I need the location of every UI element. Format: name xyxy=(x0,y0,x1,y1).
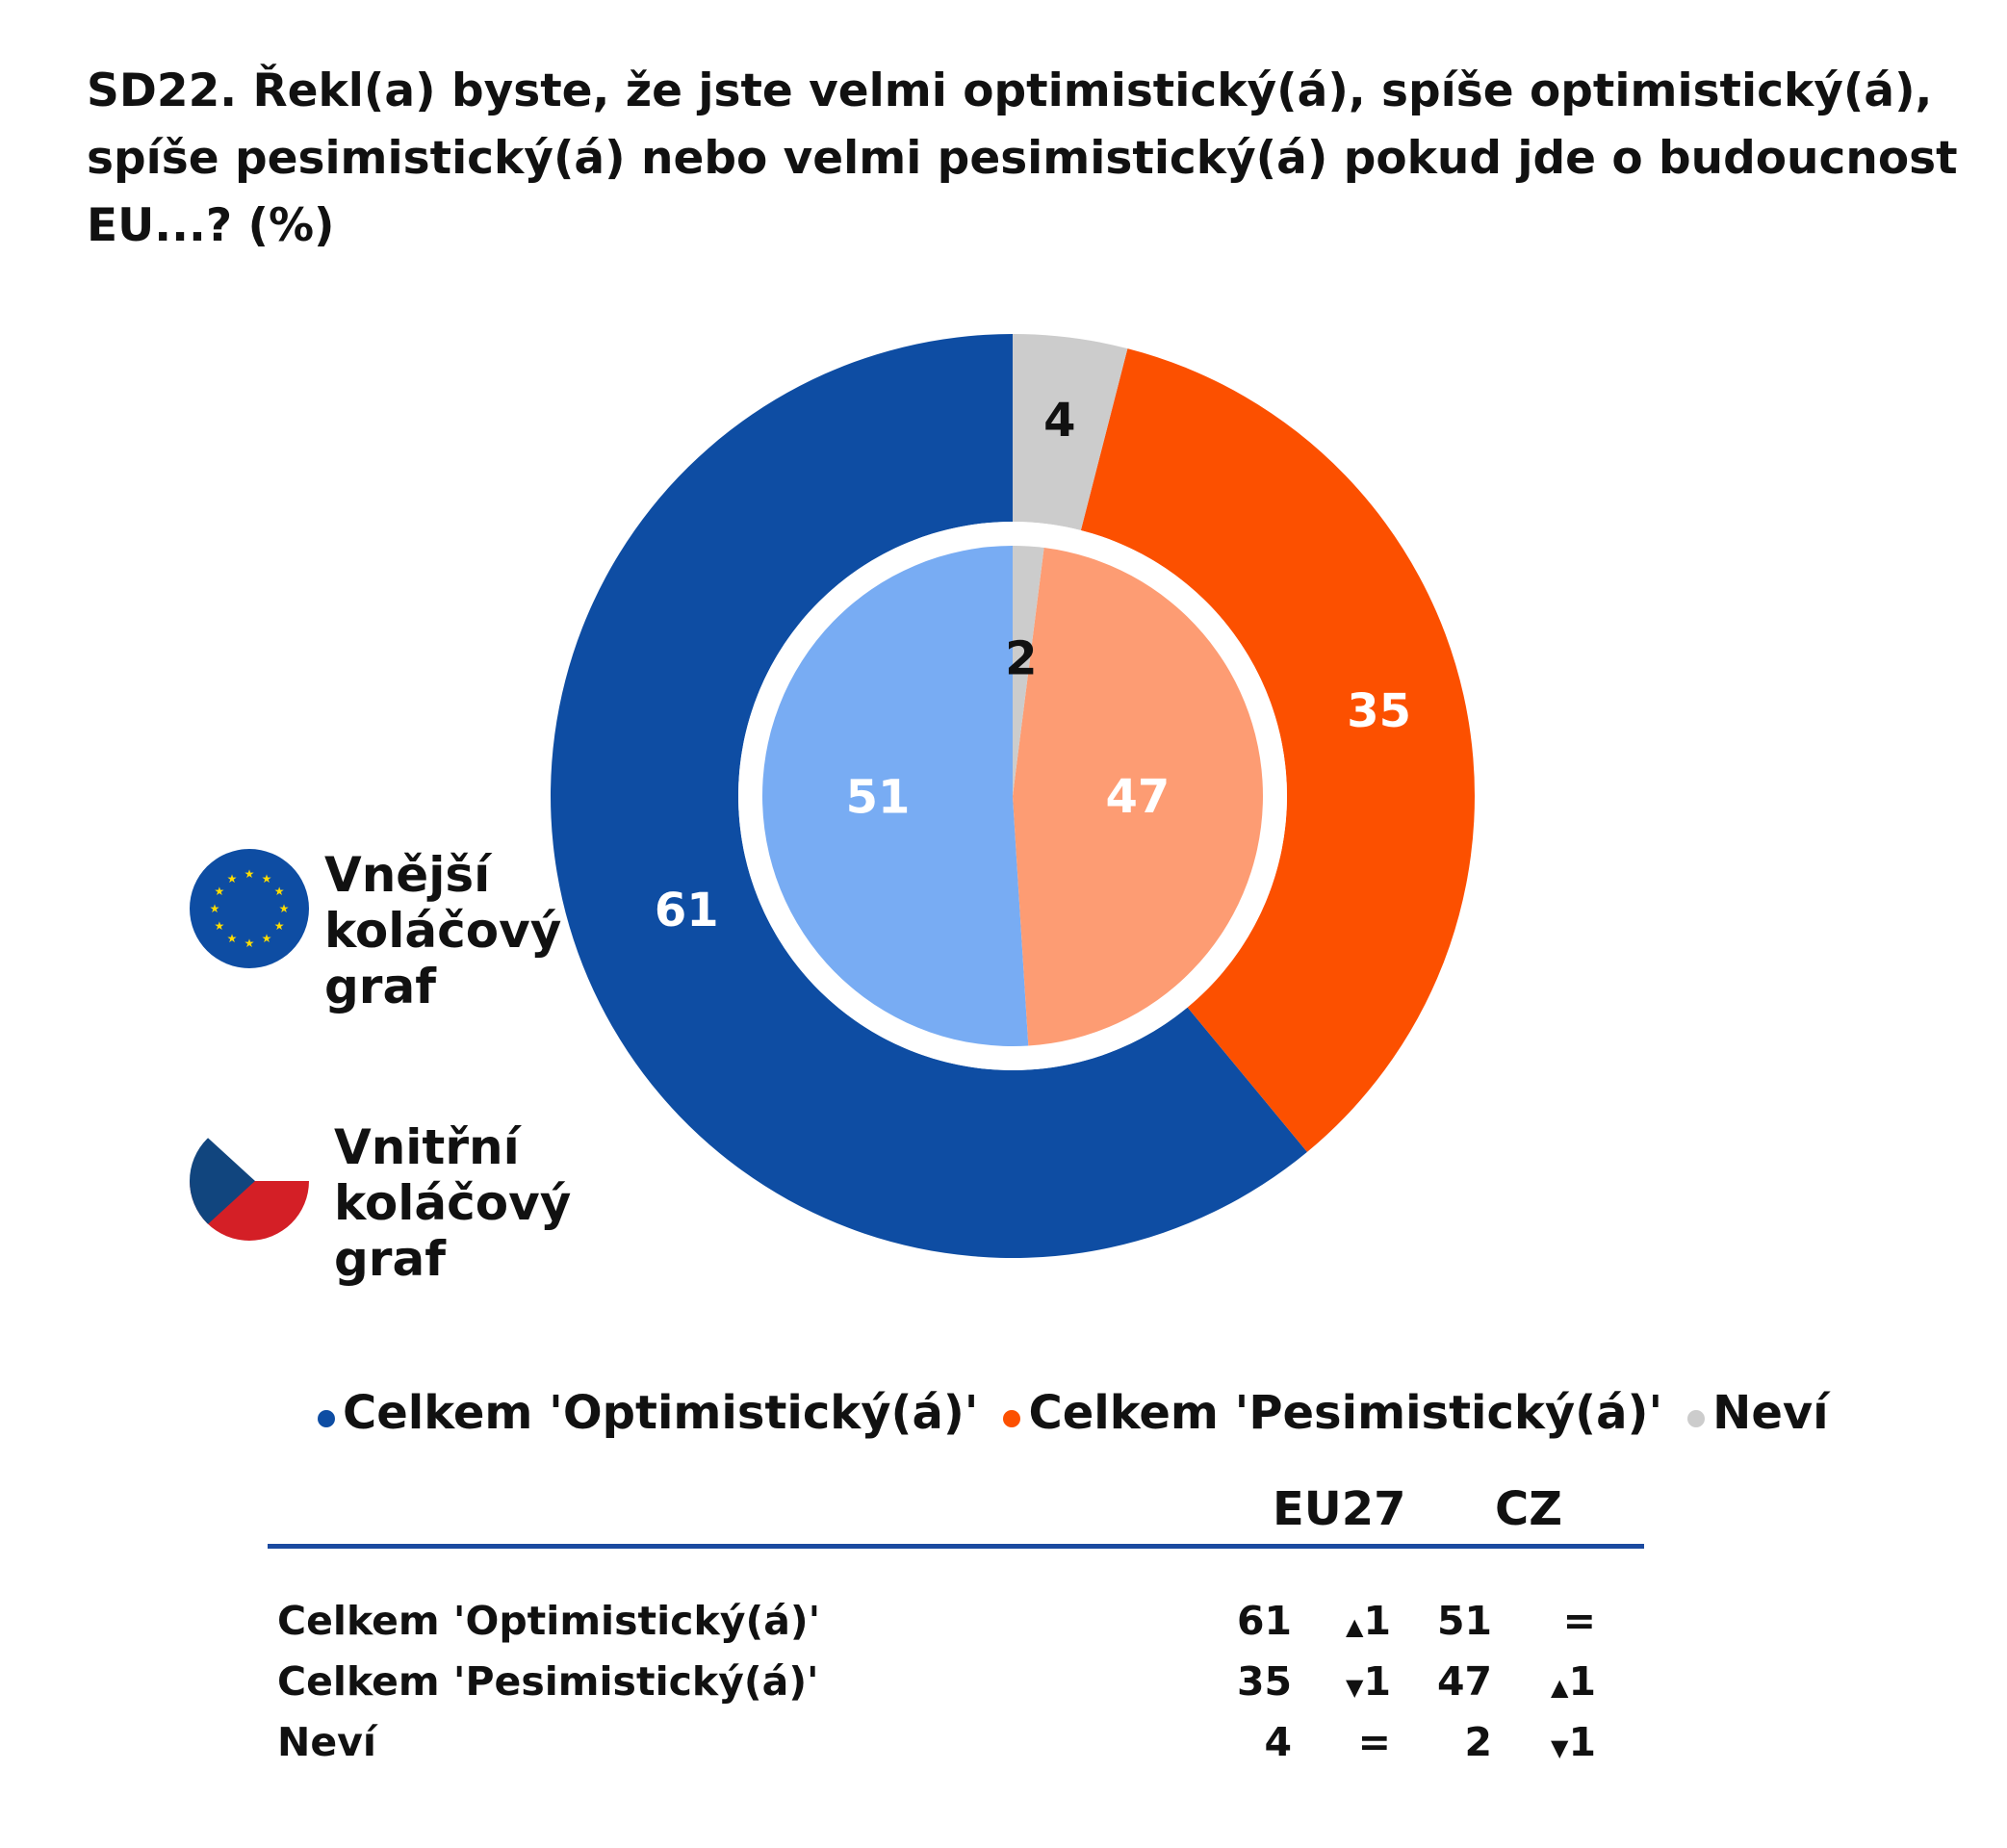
eu-trend-value: 1 xyxy=(1363,1598,1391,1644)
inner-slice-dont-know xyxy=(1013,546,1044,796)
eu-star-icon: ★ xyxy=(244,867,255,881)
inner-pie-label: Vnitřní koláčový graf xyxy=(334,1119,572,1287)
legend: Celkem 'Optimistický(á)' Celkem 'Pesimis… xyxy=(318,1386,1854,1440)
eu-star-icon: ★ xyxy=(262,872,272,886)
eu-star-icon: ★ xyxy=(210,902,220,915)
eu-star-icon: ★ xyxy=(244,937,255,950)
eu-value: 35 xyxy=(1236,1658,1292,1705)
legend-label-optimistic: Celkem 'Optimistický(á)' xyxy=(343,1386,979,1440)
outer-label-pessimistic: 35 xyxy=(1347,684,1411,738)
cz-value: 2 xyxy=(1464,1719,1492,1765)
slice-labels: 61 35 4 51 47 2 xyxy=(655,394,1411,937)
cz-trend-value: 1 xyxy=(1568,1658,1596,1705)
eu-star-icon: ★ xyxy=(262,932,272,945)
eu-star-icon: ★ xyxy=(279,902,290,915)
eu-star-icon: ★ xyxy=(227,932,238,945)
eu-star-icon: ★ xyxy=(227,872,238,886)
legend-item-optimistic: Celkem 'Optimistický(á)' xyxy=(318,1386,978,1440)
outer-ring xyxy=(551,334,1476,1259)
eu-star-icon: ★ xyxy=(274,885,285,898)
inner-label-pessimistic: 47 xyxy=(1106,770,1171,824)
legend-item-dont-know: Neví xyxy=(1687,1386,1829,1440)
outer-slice-dont-know xyxy=(1013,334,1128,530)
eu-star-icon: ★ xyxy=(274,919,285,933)
cz-value: 51 xyxy=(1436,1598,1492,1644)
legend-item-pessimistic: Celkem 'Pesimistický(á)' xyxy=(1003,1386,1662,1440)
cz-trend: ▼1 xyxy=(1529,1719,1596,1765)
cz-trend: ▲1 xyxy=(1529,1658,1596,1705)
legend-label-pessimistic: Celkem 'Pesimistický(á)' xyxy=(1028,1386,1663,1440)
legend-dot-optimistic xyxy=(318,1410,335,1427)
table-row: Celkem 'Optimistický(á)' 61 ▲1 51 = xyxy=(0,1598,2007,1656)
eu-trend-value: = xyxy=(1357,1719,1391,1765)
eu-trend: ▼1 xyxy=(1324,1658,1391,1705)
outer-pie-label: Vnější koláčový graf xyxy=(324,847,562,1014)
inner-pie-key: Vnitřní koláčový graf xyxy=(188,1119,575,1287)
outer-label-optimistic: 61 xyxy=(655,884,719,937)
eu-flag-icon: ★ ★★★★★★★★★★★ xyxy=(190,849,309,968)
eu-trend-value: 1 xyxy=(1363,1658,1391,1705)
cz-flag-icon xyxy=(190,1121,309,1241)
inner-label-optimistic: 51 xyxy=(846,770,911,824)
donut-chart: 61 35 4 51 47 2 xyxy=(551,334,1476,1259)
inner-label-dont-know: 2 xyxy=(1005,631,1037,685)
cz-trend: = xyxy=(1529,1598,1596,1644)
row-label: Neví xyxy=(277,1719,376,1765)
row-label: Celkem 'Pesimistický(á)' xyxy=(277,1658,819,1705)
outer-label-dont-know: 4 xyxy=(1043,394,1075,448)
eu-trend: = xyxy=(1324,1719,1391,1765)
table-header-eu27: EU27 xyxy=(1273,1482,1406,1536)
inner-slice-pessimistic xyxy=(1013,548,1264,1046)
cz-trend-value: 1 xyxy=(1568,1719,1596,1765)
legend-dot-pessimistic xyxy=(1003,1410,1021,1427)
chart-title: SD22. Řekl(a) byste, že jste velmi optim… xyxy=(87,64,1958,252)
eu-value: 4 xyxy=(1264,1719,1292,1765)
cz-value: 47 xyxy=(1436,1658,1492,1705)
table-header-rule xyxy=(268,1544,1644,1549)
eu-star-icon: ★ xyxy=(214,885,224,898)
eu-trend-arrow: ▲ xyxy=(1346,1613,1364,1640)
table-row: Neví 4 = 2 ▼1 xyxy=(0,1719,2007,1777)
outer-pie-key: ★ ★ ★ ★ ★ ★ ★ ★ ★ ★ ★ ★ Vnější koláčový graf xyxy=(188,847,565,1014)
legend-label-dont-know: Neví xyxy=(1712,1386,1829,1440)
eu-value: 61 xyxy=(1236,1598,1292,1644)
table-header-cz: CZ xyxy=(1495,1482,1563,1536)
inner-pie xyxy=(761,546,1264,1046)
eu-trend: ▲1 xyxy=(1324,1598,1391,1644)
cz-trend-value: = xyxy=(1562,1598,1596,1644)
cz-flag-body xyxy=(190,1121,309,1241)
outer-slice-pessimistic xyxy=(1080,348,1476,1152)
cz-trend-arrow: ▲ xyxy=(1551,1674,1569,1701)
eu-trend-arrow: ▼ xyxy=(1346,1674,1364,1701)
eu-star-icon: ★ xyxy=(214,919,224,933)
cz-trend-arrow: ▼ xyxy=(1551,1734,1569,1761)
inner-slice-optimistic xyxy=(761,546,1029,1046)
outer-slice-optimistic xyxy=(551,334,1307,1259)
cz-flag-blue xyxy=(190,1121,255,1241)
eu-flag-background xyxy=(190,849,309,968)
table-row: Celkem 'Pesimistický(á)' 35 ▼1 47 ▲1 xyxy=(0,1658,2007,1716)
row-label: Celkem 'Optimistický(á)' xyxy=(277,1598,821,1644)
legend-dot-dont-know xyxy=(1687,1410,1706,1427)
